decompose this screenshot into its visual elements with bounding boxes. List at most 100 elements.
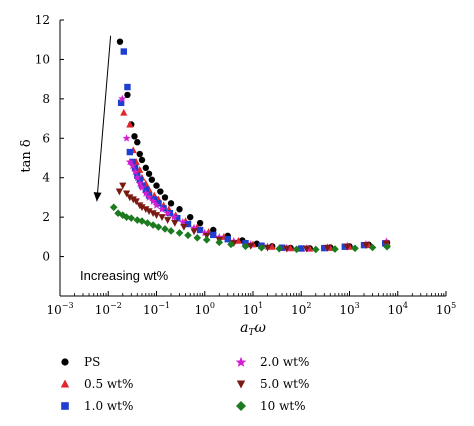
data-point — [120, 48, 127, 55]
data-point — [129, 196, 137, 204]
data-point — [143, 219, 152, 227]
data-point — [122, 190, 131, 198]
x-tick-label: 10−3 — [46, 301, 73, 317]
data-point — [286, 244, 295, 252]
data-point — [135, 179, 144, 188]
data-point — [383, 242, 391, 251]
data-point — [193, 234, 202, 242]
data-point — [138, 217, 146, 225]
data-point — [292, 245, 301, 254]
annotation-text: Increasing wt% — [80, 268, 169, 283]
annotation: Increasing wt% — [80, 35, 169, 283]
data-point — [283, 245, 291, 253]
data-point — [241, 242, 250, 251]
data-point — [138, 204, 146, 212]
data-point — [131, 167, 140, 176]
data-point — [351, 244, 359, 253]
data-point — [126, 194, 134, 202]
data-point — [167, 200, 175, 207]
series-triangle-up — [120, 108, 391, 252]
x-axis-label-var: ω — [254, 320, 266, 336]
legend-label: 5.0 wt% — [260, 377, 310, 391]
data-point — [303, 245, 311, 253]
x-tick-label: 100 — [195, 301, 215, 317]
data-point — [174, 214, 181, 222]
x-tick-label: 105 — [436, 301, 456, 317]
data-point — [154, 223, 163, 231]
data-point — [145, 208, 153, 216]
data-point — [137, 183, 146, 191]
annotation-arrow-head — [93, 192, 102, 202]
legend-label: 1.0 wt% — [84, 399, 134, 413]
data-point — [311, 245, 320, 254]
data-point — [155, 200, 162, 207]
y-axis-label: tan δ — [19, 139, 34, 172]
data-point — [178, 217, 187, 226]
data-point — [362, 242, 370, 249]
data-point — [158, 205, 166, 213]
y-tick-label: 12 — [35, 13, 50, 27]
data-point — [196, 219, 204, 227]
data-point — [126, 120, 134, 128]
data-point — [141, 189, 150, 197]
legend-marker-star — [235, 356, 247, 367]
data-point — [151, 196, 158, 203]
data-point — [247, 242, 255, 250]
data-point — [124, 91, 131, 99]
data-point — [234, 237, 243, 244]
data-point — [120, 108, 128, 116]
data-point — [224, 236, 231, 243]
y-ticks: 0 2 4 6 8 10 12 — [35, 13, 64, 264]
data-point — [142, 164, 149, 172]
data-point — [114, 209, 122, 217]
legend-label: 10 wt% — [260, 399, 306, 413]
legend-marker-triangle-up — [60, 379, 70, 388]
data-point — [187, 213, 194, 221]
data-point — [158, 214, 166, 221]
data-point — [125, 157, 134, 166]
data-point — [180, 224, 188, 231]
data-point — [167, 227, 175, 235]
data-point — [134, 139, 141, 146]
data-point — [109, 203, 118, 212]
x-tick-label: 102 — [291, 301, 311, 317]
data-point — [257, 243, 266, 252]
data-point — [190, 228, 198, 236]
x-axis-label-sub: T — [248, 328, 255, 338]
data-point — [119, 182, 127, 190]
data-point — [126, 148, 134, 156]
data-point — [163, 209, 172, 217]
x-tick-label: 101 — [243, 301, 263, 317]
data-point — [184, 231, 192, 240]
data-point — [131, 133, 138, 140]
data-point — [323, 244, 332, 252]
legend-item-10wt: 10 wt% — [234, 396, 306, 416]
data-point — [128, 161, 137, 170]
data-point — [268, 242, 276, 250]
series-diamond — [109, 203, 391, 254]
series-square — [117, 48, 389, 252]
data-point — [175, 229, 184, 237]
legend-marker-triangle-down — [236, 380, 246, 389]
y-tick-label: 10 — [35, 52, 50, 66]
data-point — [275, 244, 284, 253]
legend: PS 0.5 wt% 1.0 wt% 2.0 wt% 5.0 wt% 10 wt… — [58, 352, 358, 418]
data-point — [118, 211, 127, 219]
data-point — [184, 220, 192, 228]
legend-item-5-0wt: 5.0 wt% — [234, 374, 309, 394]
data-point — [116, 38, 124, 45]
legend-item-0-5wt: 0.5 wt% — [58, 374, 133, 394]
data-point — [202, 236, 211, 244]
data-point — [149, 210, 157, 217]
data-point — [149, 197, 158, 205]
data-point — [115, 188, 123, 196]
data-point — [321, 244, 328, 252]
x-tick-label: 10−1 — [143, 301, 170, 317]
data-point — [153, 182, 160, 189]
data-point — [161, 194, 169, 201]
data-points — [109, 38, 391, 254]
x-tick-label: 104 — [388, 301, 408, 317]
data-point — [152, 212, 161, 219]
legend-label: PS — [84, 355, 101, 369]
